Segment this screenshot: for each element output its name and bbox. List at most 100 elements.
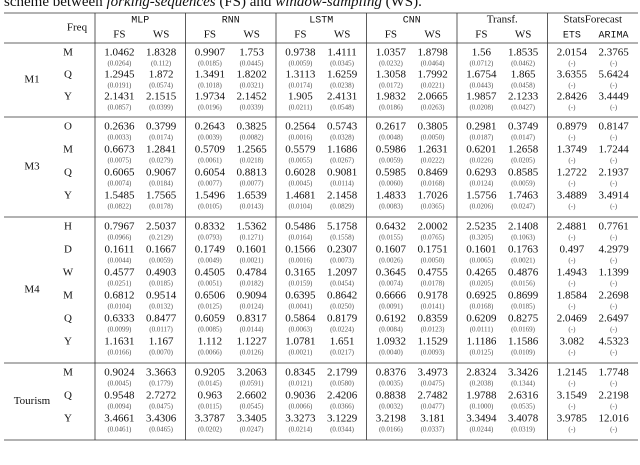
value: 2.1431 — [104, 91, 134, 103]
std-dev: (0.0267) — [330, 157, 355, 165]
std-dev: (0.1000) — [469, 403, 494, 411]
value: 3.181 — [420, 413, 445, 425]
value: 2.5037 — [146, 221, 177, 233]
value: 0.497 — [560, 244, 585, 256]
value: 12.016 — [598, 413, 629, 425]
value: 0.7761 — [598, 221, 628, 233]
std-dev: (0.0185) — [511, 303, 536, 311]
std-dev: (0.0032) — [379, 403, 404, 411]
std-dev: (0.0125) — [469, 349, 494, 357]
std-dev: (0.0345) — [330, 60, 355, 68]
value: 0.2636 — [104, 121, 135, 133]
std-dev: (0.0196) — [198, 104, 223, 112]
value: 0.2643 — [195, 121, 226, 133]
std-dev: (0.0109) — [511, 349, 536, 357]
value: 2.3765 — [598, 47, 629, 59]
std-dev: (0.0051) — [198, 280, 223, 288]
value: 3.4449 — [598, 91, 629, 103]
std-dev: (0.0205) — [511, 157, 536, 165]
value: 1.3749 — [557, 144, 588, 156]
std-dev: (0.0366) — [330, 403, 355, 411]
freq-label: Q — [64, 313, 72, 325]
value: 0.8477 — [146, 313, 177, 325]
value: 0.6395 — [285, 290, 316, 302]
value: 2.4131 — [327, 91, 357, 103]
value: 0.8642 — [327, 290, 357, 302]
std-dev: (0.0339) — [240, 104, 265, 112]
std-dev: (0.1779) — [149, 380, 174, 388]
std-dev: (0.0026) — [379, 257, 404, 265]
value: 1.4111 — [327, 47, 356, 59]
value: 1.651 — [330, 336, 355, 348]
value: 0.6209 — [466, 313, 497, 325]
std-dev: (0.0048) — [379, 134, 404, 142]
std-dev: (0.0247) — [511, 203, 536, 211]
std-dev: (0.0055) — [288, 157, 313, 165]
value: 1.3113 — [286, 69, 316, 81]
std-dev: (0.0065) — [469, 257, 494, 265]
value: 0.8179 — [327, 313, 358, 325]
caption-part: scheme between — [4, 0, 106, 10]
std-dev: (0.0164) — [288, 234, 313, 242]
sub-header: WS — [515, 29, 532, 41]
value: 0.5486 — [285, 221, 316, 233]
std-dev: (0.0059) — [288, 60, 313, 68]
value: 1.9832 — [376, 91, 406, 103]
std-dev: (0.0475) — [421, 380, 446, 388]
value: 0.1763 — [508, 244, 539, 256]
value: 0.9514 — [146, 290, 177, 302]
std-dev: (0.0712) — [469, 60, 494, 68]
std-dev: (0.0337) — [421, 426, 446, 434]
value: 0.5985 — [376, 167, 407, 179]
std-dev: (0.0016) — [288, 134, 313, 142]
std-dev: (-) — [568, 303, 576, 311]
sub-header: ETS — [563, 31, 581, 42]
value: 0.3825 — [236, 121, 267, 133]
std-dev: (0.0328) — [330, 134, 355, 142]
freq-label: Y — [64, 91, 72, 103]
value: 0.6666 — [376, 290, 407, 302]
std-dev: (0.0793) — [198, 234, 223, 242]
std-dev: (0.0211) — [289, 104, 313, 112]
std-dev: (0.0465) — [149, 426, 174, 434]
value: 0.8359 — [417, 313, 448, 325]
value: 1.2945 — [104, 69, 135, 81]
std-dev: (0.0545) — [240, 403, 265, 411]
std-dev: (0.0822) — [107, 203, 132, 211]
value: 0.6673 — [104, 144, 135, 156]
std-dev: (0.0144) — [240, 326, 265, 334]
value: 1.1686 — [327, 144, 358, 156]
std-dev: (0.0264) — [107, 60, 132, 68]
std-dev: (-) — [610, 234, 618, 242]
value: 2.0469 — [557, 313, 588, 325]
value: 2.1937 — [598, 167, 629, 179]
value: 0.1601 — [236, 244, 266, 256]
value: 3.6355 — [557, 69, 588, 81]
value: 0.9548 — [104, 390, 135, 402]
std-dev: (0.0143) — [240, 203, 265, 211]
value: 1.2841 — [146, 144, 176, 156]
std-dev: (0.0077) — [198, 180, 223, 188]
std-dev: (0.0114) — [330, 180, 354, 188]
dataset-label: M4 — [24, 284, 40, 296]
std-dev: (0.0461) — [107, 426, 132, 434]
value: 3.3787 — [195, 413, 226, 425]
value: 0.2307 — [327, 244, 358, 256]
std-dev: (0.0077) — [240, 180, 265, 188]
value: 0.8838 — [376, 390, 407, 402]
std-dev: (0.0263) — [421, 104, 446, 112]
value: 1.753 — [239, 47, 264, 59]
sub-header: FS — [113, 29, 125, 41]
value: 0.8376 — [376, 367, 407, 379]
std-dev: (0.0021) — [511, 257, 536, 265]
std-dev: (0.3205) — [469, 234, 494, 242]
std-dev: (0.0477) — [421, 403, 446, 411]
freq-label: H — [64, 221, 72, 233]
std-dev: (0.0251) — [107, 280, 132, 288]
value: 2.6497 — [598, 313, 629, 325]
value: 1.5485 — [104, 190, 135, 202]
freq-label: Y — [64, 413, 72, 425]
std-dev: (0.0125) — [198, 303, 223, 311]
std-dev: (0.0094) — [107, 403, 132, 411]
std-dev: (0.0082) — [240, 134, 265, 142]
